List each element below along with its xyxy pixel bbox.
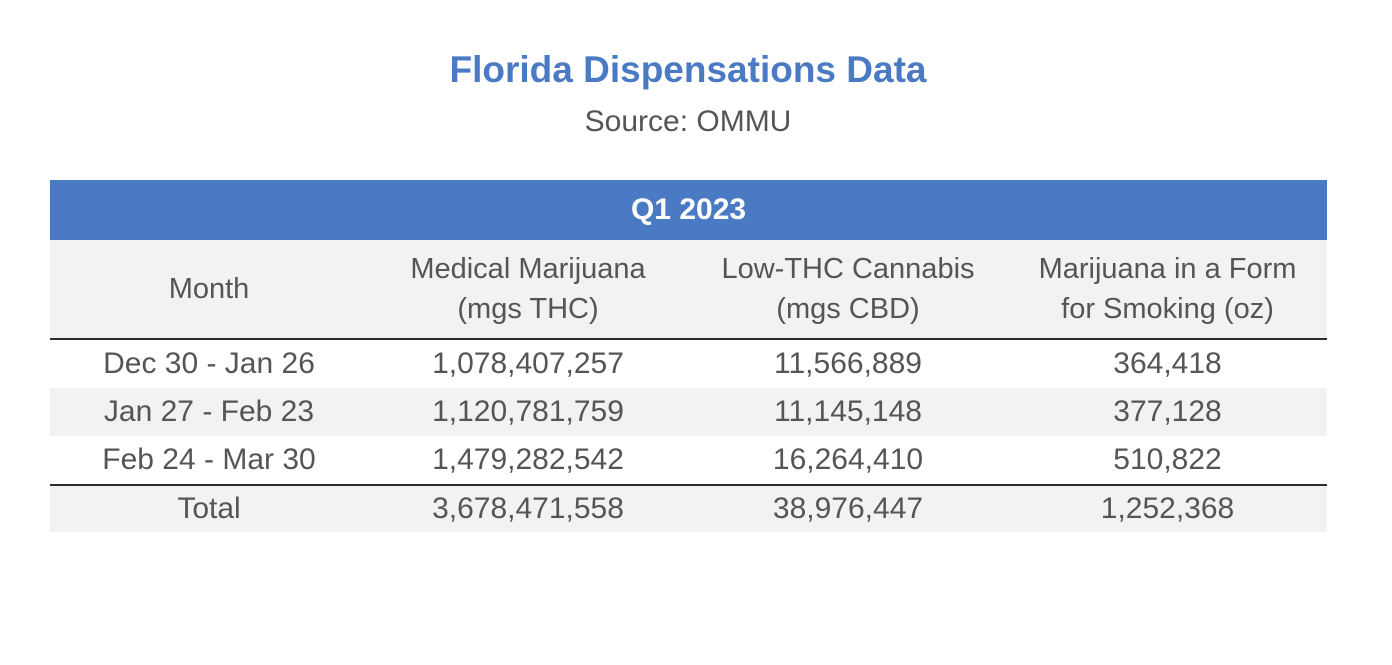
quarter-band-row: Q1 2023	[50, 180, 1328, 240]
page-title: Florida Dispensations Data	[449, 49, 927, 90]
table-cell-month: Jan 27 - Feb 23	[50, 388, 368, 436]
column-header-row: Month Medical Marijuana (mgs THC) Low-TH…	[50, 240, 1328, 340]
table-row: Jan 27 - Feb 23 1,120,781,759 11,145,148…	[50, 388, 1328, 436]
table-cell-month: Feb 24 - Mar 30	[102, 443, 316, 476]
table-cell-low-thc-cannabis: 11,566,889	[774, 347, 922, 380]
column-header-medical-marijuana-line1: Medical Marijuana	[410, 253, 646, 285]
dispensations-table: Q1 2023 Month Medical Marijuana (mgs THC…	[50, 180, 1328, 532]
table-cell-low-thc-cannabis: 11,145,148	[688, 388, 1008, 436]
column-header-month: Month	[50, 240, 368, 340]
total-smoking-form: 1,252,368	[1008, 484, 1328, 532]
total-label: Total	[50, 484, 368, 532]
table-row: Feb 24 - Mar 30 1,479,282,542 16,264,410…	[50, 436, 1327, 485]
column-header-medical-marijuana-line2: (mgs THC)	[457, 293, 599, 325]
column-header-low-thc-cannabis: Low-THC Cannabis (mgs CBD)	[688, 240, 1008, 340]
column-header-smoking-form-line2: for Smoking (oz)	[1061, 293, 1274, 325]
total-row: Total 3,678,471,558 38,976,447 1,252,368	[50, 484, 1328, 532]
total-medical-marijuana: 3,678,471,558	[368, 484, 688, 532]
table-cell-smoking-form: 377,128	[1008, 388, 1328, 436]
column-header-smoking-form: Marijuana in a Form for Smoking (oz)	[1008, 240, 1328, 340]
table-cell-month: Dec 30 - Jan 26	[103, 347, 315, 380]
table-cell-medical-marijuana: 1,479,282,542	[432, 443, 624, 476]
column-header-month-line1: Month	[168, 273, 250, 305]
table-cell-medical-marijuana: 1,078,407,257	[432, 347, 624, 380]
page-subtitle: Source: OMMU	[584, 105, 792, 138]
column-header-low-thc-cannabis-line1: Low-THC Cannabis	[721, 253, 975, 285]
column-header-smoking-form-line1: Marijuana in a Form	[1038, 253, 1297, 285]
quarter-band: Q1 2023	[50, 180, 1328, 240]
column-header-low-thc-cannabis-line2: (mgs CBD)	[776, 293, 920, 325]
total-low-thc-cannabis: 38,976,447	[688, 484, 1008, 532]
column-header-medical-marijuana: Medical Marijuana (mgs THC)	[368, 240, 688, 340]
table-cell-medical-marijuana: 1,120,781,759	[368, 388, 688, 436]
table-cell-low-thc-cannabis: 16,264,410	[772, 443, 924, 476]
table-cell-smoking-form: 364,418	[1113, 347, 1222, 380]
table-row: Dec 30 - Jan 26 1,078,407,257 11,566,889…	[50, 339, 1327, 388]
table-cell-smoking-form: 510,822	[1113, 443, 1222, 476]
